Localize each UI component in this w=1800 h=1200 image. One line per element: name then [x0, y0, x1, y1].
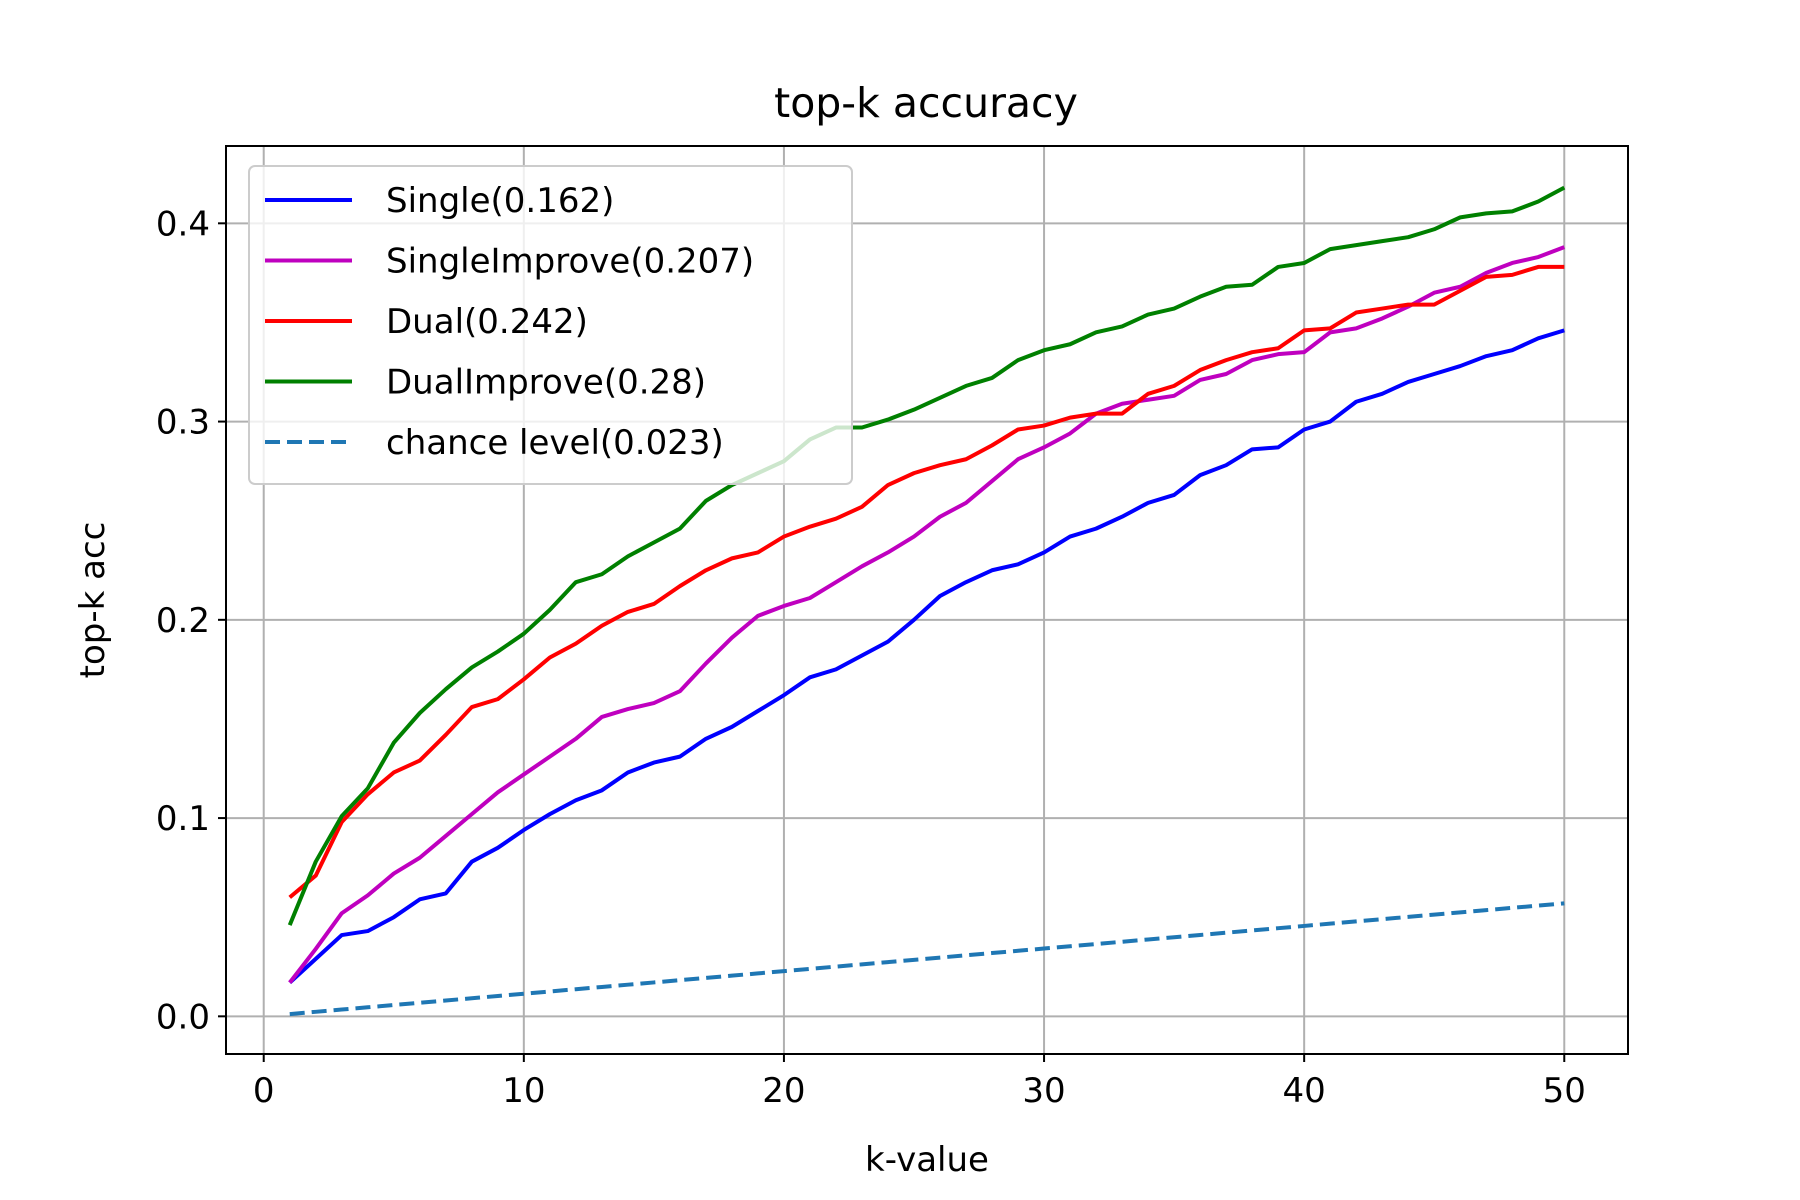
x-axis: 0 10 20 30 40 50	[253, 1054, 1586, 1111]
legend: Single(0.162) SingleImprove(0.207) Dual(0.…	[248, 165, 853, 485]
x-tick-label: 50	[1543, 1071, 1586, 1111]
plot-lines	[287, 185, 1566, 1017]
y-tick-label: 0.1	[156, 799, 210, 839]
legend-label: SingleImprove(0.207)	[386, 242, 754, 282]
legend-box	[248, 165, 853, 485]
series-line-5	[289, 901, 1565, 1017]
y-axis-label: top-k acc	[73, 522, 113, 679]
x-tick-label: 20	[762, 1071, 805, 1111]
x-tick-label: 40	[1283, 1071, 1326, 1111]
x-tick-label: 30	[1022, 1071, 1065, 1111]
series-line-2	[288, 245, 1565, 984]
y-tick-label: 0.0	[156, 997, 210, 1037]
y-tick-label: 0.4	[156, 204, 210, 244]
legend-label: Single(0.162)	[386, 181, 614, 221]
y-axis: 0.0 0.1 0.2 0.3 0.4	[156, 204, 226, 1037]
y-tick-label: 0.3	[156, 403, 210, 443]
plot-frame	[225, 145, 1629, 1055]
x-tick-label: 10	[502, 1071, 545, 1111]
series-line-3	[288, 264, 1565, 899]
series-line-4	[287, 185, 1566, 926]
legend-label: chance level(0.023)	[386, 423, 724, 463]
x-tick-label: 0	[253, 1071, 275, 1111]
series-line-1	[288, 328, 1565, 985]
x-axis-label: k-value	[865, 1140, 989, 1180]
y-tick-label: 0.2	[156, 601, 210, 641]
legend-label: Dual(0.242)	[386, 302, 588, 342]
legend-label: DualImprove(0.28)	[386, 363, 706, 403]
chart-title: top-k accuracy	[774, 79, 1078, 127]
